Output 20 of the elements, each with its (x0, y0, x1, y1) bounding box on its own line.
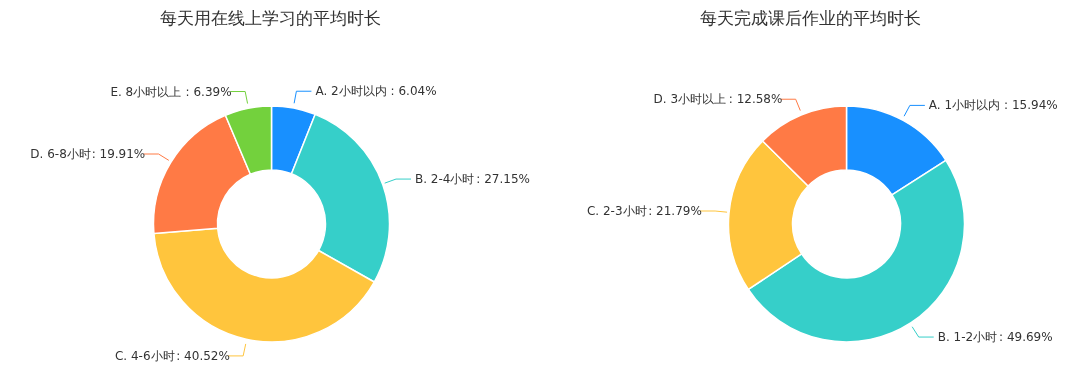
data-label: : 6.04% (390, 84, 437, 99)
data-label: : 49.69% (999, 330, 1053, 345)
data-label: : 15.94% (1004, 98, 1058, 113)
slice-label: B. 2-4小时 (415, 172, 475, 187)
slice-label: A. 1小时以内 (928, 98, 1001, 113)
slice-label: C. 4-6小时 (114, 348, 175, 363)
data-label: : 12.58% (728, 92, 783, 107)
chart-title: 每天用在线上学习的平均时长 (160, 7, 381, 28)
data-label: : 21.79% (648, 204, 702, 219)
slice-label: D. 6-8小时 (30, 147, 91, 162)
data-label: : 40.52% (176, 348, 230, 363)
data-label: : 6.39% (185, 84, 232, 99)
slice-label: A. 2小时以内 (315, 84, 387, 99)
chart-title: 每天完成课后作业的平均时长 (700, 7, 921, 28)
slice-label: C. 2-3小时 (586, 204, 647, 219)
data-label: : 27.15% (476, 172, 530, 187)
data-label: : 19.91% (91, 147, 146, 162)
slice-label: D. 3小时以上 (653, 92, 727, 107)
slice-label: E. 8小时以上 (110, 84, 182, 99)
slice-label: B. 1-2小时 (937, 330, 998, 345)
